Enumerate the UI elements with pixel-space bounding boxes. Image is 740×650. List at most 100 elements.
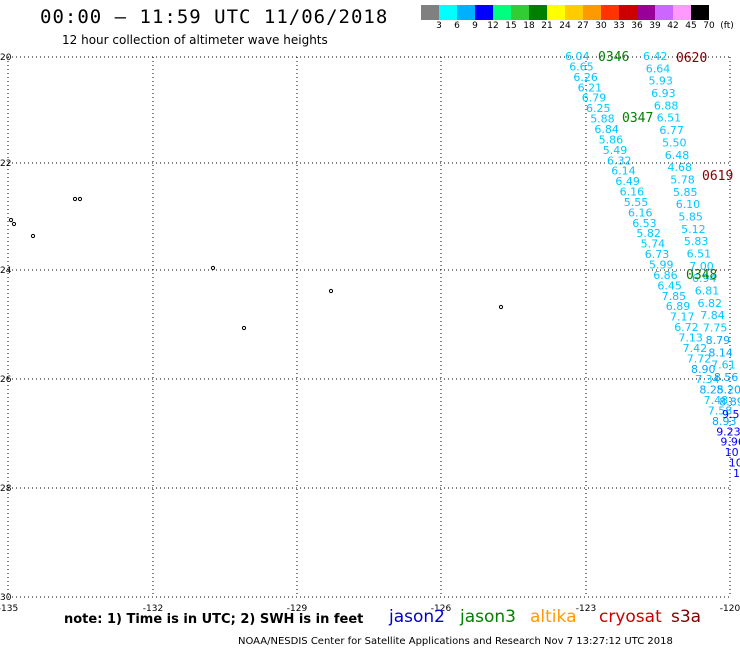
wave-height-value: 5.93 [648, 75, 673, 88]
legend-label: 6 [454, 21, 460, 31]
legend-swatch [637, 5, 655, 20]
wave-height-value: 6.04 [565, 50, 590, 63]
lat-tick-label: 28 [0, 484, 12, 494]
grid-lines [7, 56, 731, 598]
wave-height-value: 7.17 [670, 311, 695, 324]
wave-height-value: 6.48 [665, 149, 690, 162]
wave-height-value: 6.77 [659, 124, 684, 137]
lat-tick-label: 20 [0, 53, 12, 63]
legend-label: 30 [595, 21, 607, 31]
legend-label: 27 [577, 21, 589, 31]
wave-height-value: 5.88 [590, 113, 615, 126]
wave-height-value: 7.13 [678, 331, 703, 344]
wave-height-value: 6.16 [620, 186, 645, 199]
wave-height-value: 6.25 [586, 102, 611, 115]
wave-height-value: 6.89 [666, 300, 691, 313]
wave-height-value: 8.20 [717, 383, 740, 396]
wave-height-value: 8.93 [712, 415, 737, 428]
island-outline [30, 233, 36, 239]
wave-height-value: 6.86 [653, 269, 678, 282]
island-outline [328, 288, 334, 294]
wave-height-value: 5.82 [636, 227, 661, 240]
legend-swatch [691, 5, 709, 20]
lon-tick-label: -135 [0, 604, 18, 614]
wave-height-value: 8.14 [708, 346, 733, 359]
wave-height-value: 6.94 [692, 272, 717, 285]
pass-labels: 0346 0620 0347 0619 0348 [598, 50, 733, 283]
wave-height-value: 6.16 [628, 206, 653, 219]
pass-label: 0346 [598, 50, 629, 65]
legend-label: 39 [649, 21, 661, 31]
wave-height-value: 6.79 [582, 92, 607, 105]
legend-swatch [673, 5, 691, 20]
wave-height-value: 9.96 [720, 436, 740, 449]
wave-height-value: 8.56 [714, 371, 739, 384]
satellite-name: jason2 [389, 607, 445, 627]
legend-swatch [565, 5, 583, 20]
wave-height-value: 6.93 [651, 87, 676, 100]
wave-height-value: 7.48 [704, 394, 729, 407]
legend-swatch [511, 5, 529, 20]
wave-height-value: 6.42 [643, 50, 668, 63]
wave-height-value: 7.84 [700, 309, 725, 322]
satellite-name: cryosat [599, 607, 662, 627]
legend-swatch [439, 5, 457, 20]
legend-unit: (ft) [720, 21, 734, 31]
island-outline [72, 196, 78, 202]
wave-height-value: 7.61 [711, 359, 736, 372]
wave-height-value: 8.79 [706, 334, 731, 347]
wave-height-value: 6.45 [657, 279, 682, 292]
island-outline [498, 304, 504, 310]
wave-height-value: 9.52 [722, 408, 740, 421]
satellite-name: s3a [671, 607, 702, 627]
wave-height-value: 5.83 [684, 235, 709, 248]
legend-swatch [475, 5, 493, 20]
wave-height-value: 6.26 [573, 71, 598, 84]
wave-height-value: 5.78 [670, 173, 695, 186]
legend-label: 36 [631, 21, 643, 31]
pass-label: 0347 [622, 111, 653, 126]
lon-tick-label: -132 [143, 604, 163, 614]
wave-height-value: 10 [725, 446, 739, 459]
wave-height-value: 7.72 [687, 352, 712, 365]
wave-height-value: 5.55 [624, 196, 649, 209]
island-outline [210, 265, 216, 271]
wave-height-value: 6.82 [697, 297, 722, 310]
legend-label: 33 [613, 21, 625, 31]
wave-height-value: 6.49 [615, 175, 640, 188]
wave-height-value: 6.73 [645, 248, 670, 261]
wave-height-value: 6.72 [674, 321, 699, 334]
pass-label: 0348 [686, 268, 717, 283]
wave-height-value: 6.64 [646, 62, 671, 75]
wave-height-value: 8.89 [719, 396, 740, 409]
lon-tick-label: -129 [287, 604, 308, 614]
legend-label: 45 [685, 21, 697, 31]
wave-height-value: 5.12 [681, 223, 706, 236]
wave-height-value: 5.86 [599, 133, 624, 146]
legend-swatch [601, 5, 619, 20]
wave-height-value: 6.53 [632, 217, 657, 230]
legend-label: 70 [703, 21, 715, 31]
legend-label: 18 [523, 21, 535, 31]
wave-height-value: 5.99 [649, 259, 674, 272]
wave-height-value: 6.51 [657, 112, 682, 125]
wave-height-value: 6.10 [676, 198, 701, 211]
lon-tick-label: -126 [431, 604, 452, 614]
legend-label: 12 [487, 21, 499, 31]
note-text: note: 1) Time is in UTC; 2) SWH is in fe… [64, 612, 364, 627]
legend-label: 3 [436, 21, 442, 31]
wave-height-value: 7.75 [703, 322, 728, 335]
wave-height-value: 5.85 [678, 210, 703, 223]
island-outline [241, 325, 247, 331]
wave-height-value: 6.14 [611, 165, 636, 178]
wave-height-value: 7.00 [689, 260, 714, 273]
lon-tick-label: -120 [720, 604, 740, 614]
legend-label: 24 [559, 21, 571, 31]
island-outline [8, 217, 14, 223]
legend-label: 21 [541, 21, 553, 31]
wave-height-value: 4.68 [668, 161, 693, 174]
legend-swatch [619, 5, 637, 20]
wave-height-value: 8.25 [699, 384, 724, 397]
lat-tick-label: 26 [0, 375, 12, 385]
wave-height-value: 7.58 [708, 404, 733, 417]
